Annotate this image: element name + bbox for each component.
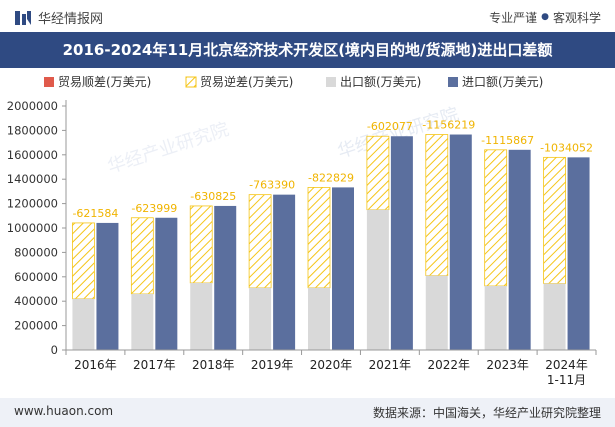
x-tick-label: 2021年 bbox=[369, 358, 412, 372]
import-bar bbox=[390, 136, 413, 350]
deficit-data-label: -602077 bbox=[367, 120, 413, 133]
y-tick-label: 1600000 bbox=[7, 148, 58, 162]
deficit-data-label: -1156219 bbox=[422, 119, 475, 132]
x-axis: 2016年 2017年 2018年 2019年 2020年 2021年 2022年 2023年… bbox=[65, 349, 597, 387]
tagline-left: 专业严谨 bbox=[489, 11, 538, 25]
deficit-data-label: -623999 bbox=[131, 202, 177, 215]
legend-swatch bbox=[448, 77, 458, 87]
export-bar bbox=[308, 287, 330, 350]
legend-label: 进口额(万美元) bbox=[462, 75, 543, 89]
chart-title: 2016-2024年11月北京经济技术开发区(境内目的地/货源地)进出口差额 bbox=[62, 41, 553, 59]
deficit-bar bbox=[366, 135, 390, 211]
legend-swatch bbox=[44, 77, 54, 87]
x-tick-label: 2018年 bbox=[192, 358, 235, 372]
y-tick-label: 800000 bbox=[14, 245, 58, 259]
y-axis: 0 200000 400000 600000 800000 1000000 1200000 1… bbox=[7, 99, 67, 357]
deficit-bar bbox=[130, 217, 154, 295]
deficit-data-label: -621584 bbox=[72, 207, 118, 220]
deficit-data-label: -822829 bbox=[308, 171, 354, 184]
legend: 贸易顺差(万美元) 贸易逆差(万美元) 出口额(万美元) 进口额(万美元) bbox=[44, 74, 543, 89]
y-tick-label: 600000 bbox=[14, 270, 58, 284]
import-bar bbox=[96, 222, 119, 350]
deficit-data-label: -1115867 bbox=[481, 134, 534, 147]
footer-website[interactable]: www.huaon.com bbox=[14, 404, 114, 418]
import-bar bbox=[155, 217, 178, 350]
import-bar bbox=[567, 157, 590, 350]
chart: 华经产业研究院 华经产业研究院 贸易顺差(万美元) 贸易逆差(万美元) 出口额(万美… bbox=[7, 74, 597, 387]
tagline: 专业严谨 ● 客观科学 bbox=[489, 9, 601, 26]
deficit-bar bbox=[248, 194, 272, 289]
y-tick-label: 1200000 bbox=[7, 197, 58, 211]
tagline-right: 客观科学 bbox=[552, 11, 601, 25]
import-bar bbox=[214, 205, 237, 350]
y-tick-label: 0 bbox=[51, 343, 58, 357]
deficit-bar bbox=[484, 149, 508, 287]
legend-swatch bbox=[326, 77, 336, 87]
y-tick-label: 1800000 bbox=[7, 123, 58, 137]
x-tick-label: 2022年 bbox=[428, 358, 471, 372]
export-bar bbox=[366, 209, 389, 350]
deficit-bar bbox=[72, 222, 95, 300]
y-tick-label: 1400000 bbox=[7, 172, 58, 186]
footer-source: 数据来源：中国海关，华经产业研究院整理 bbox=[372, 406, 601, 420]
deficit-data-label: -763390 bbox=[249, 179, 295, 192]
deficit-bar bbox=[425, 134, 449, 276]
deficit-data-label: -630825 bbox=[190, 190, 236, 203]
legend-swatch bbox=[185, 76, 197, 88]
export-bar bbox=[249, 287, 272, 350]
export-bar bbox=[543, 283, 566, 350]
import-bar bbox=[508, 149, 531, 350]
import-bar bbox=[449, 134, 472, 350]
deficit-bar bbox=[189, 205, 213, 284]
top-bar: 华经情报网 专业严谨 ● 客观科学 bbox=[0, 0, 615, 32]
tagline-separator: ● bbox=[541, 12, 549, 22]
y-tick-label: 1000000 bbox=[7, 221, 58, 235]
x-tick-label: 1-11月 bbox=[547, 373, 586, 387]
brand-name: 华经情报网 bbox=[38, 12, 104, 27]
y-tick-label: 200000 bbox=[14, 319, 58, 333]
x-tick-label: 2024年 bbox=[545, 358, 588, 372]
x-tick-label: 2019年 bbox=[251, 358, 294, 372]
export-bar bbox=[190, 282, 213, 350]
export-bar bbox=[72, 298, 95, 350]
x-tick-label: 2016年 bbox=[74, 358, 117, 372]
import-bar bbox=[273, 194, 296, 350]
y-tick-label: 2000000 bbox=[7, 99, 58, 113]
huajing-logo-icon bbox=[15, 10, 31, 25]
x-tick-label: 2023年 bbox=[486, 358, 529, 372]
footer: www.huaon.com 数据来源：中国海关，华经产业研究院整理 bbox=[0, 398, 615, 427]
y-tick-label: 400000 bbox=[14, 294, 58, 308]
watermark-2: 华经产业研究院 bbox=[105, 119, 231, 178]
deficit-bar bbox=[307, 186, 331, 289]
brand: 华经情报网 bbox=[14, 8, 103, 27]
export-bar bbox=[425, 275, 448, 350]
legend-label: 贸易逆差(万美元) bbox=[200, 74, 293, 89]
legend-label: 贸易顺差(万美元) bbox=[58, 75, 151, 89]
import-bar bbox=[332, 187, 354, 350]
bars: -621584 -623999 -630825 -763390 -822829 -6020… bbox=[72, 119, 593, 350]
x-tick-label: 2020年 bbox=[310, 358, 353, 372]
deficit-bar bbox=[543, 156, 566, 284]
deficit-data-label: -1034052 bbox=[540, 141, 593, 154]
title-bar: 2016-2024年11月北京经济技术开发区(境内目的地/货源地)进出口差额 bbox=[0, 32, 615, 68]
export-bar bbox=[131, 293, 154, 350]
x-tick-label: 2017年 bbox=[133, 358, 176, 372]
legend-label: 出口额(万美元) bbox=[340, 75, 421, 89]
export-bar bbox=[484, 285, 507, 350]
